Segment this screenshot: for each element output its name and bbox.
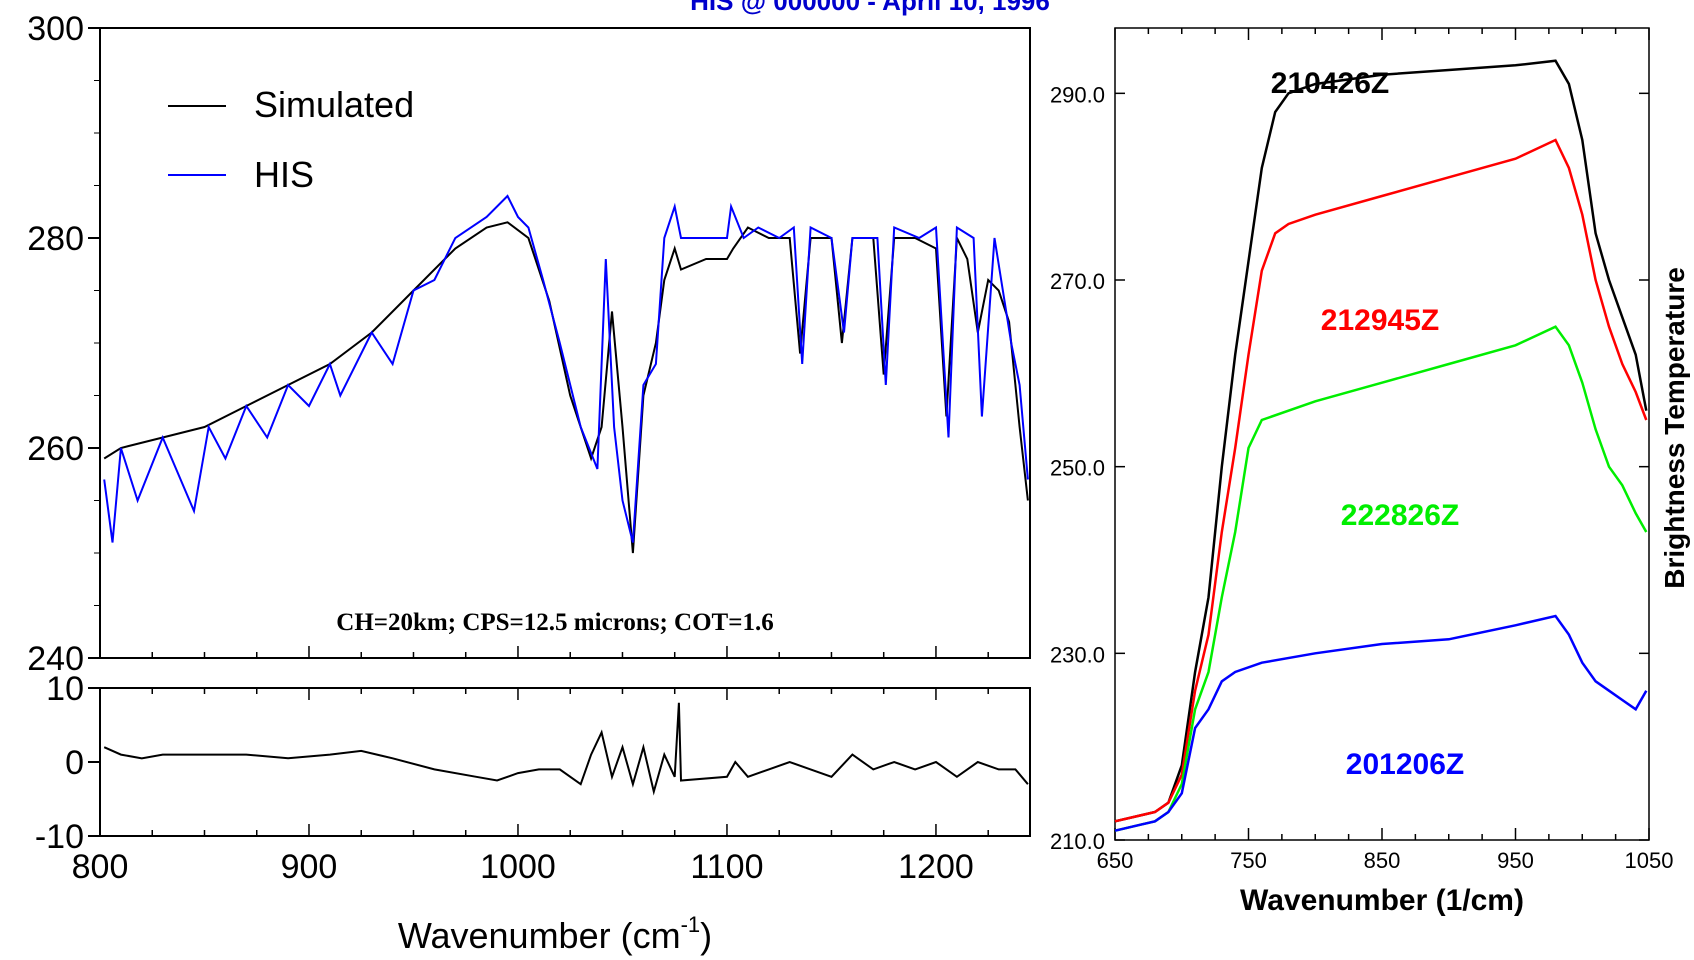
- series-line-simulated: [103, 221, 1029, 554]
- y-tick-label: 10: [46, 670, 84, 708]
- left-top-plot-frame: [99, 27, 1031, 659]
- x-tick-label: 900: [281, 848, 338, 886]
- right-y-axis-title: Brightness Temperature: [1659, 267, 1690, 589]
- series-line-210426z: [1114, 59, 1648, 823]
- x-tick-label: 1000: [480, 848, 556, 886]
- right-panel: 290.0 270.0 250.0 230.0 210.0 650 750 850 950 10…: [1050, 27, 1690, 917]
- annotation-cloud-params: CH=20km; CPS=12.5 microns; COT=1.6: [336, 609, 773, 636]
- right-series-labels: 210426Z 212945Z 222826Z 201206Z: [1271, 67, 1464, 781]
- left-bottom-panel: 10 0 -10 800 900 1000 1100 1200 Wavenumber (cm…: [35, 670, 1031, 956]
- left-top-panel: 300 280 260 240 Simulated HIS CH=20km; CPS=…: [27, 10, 1031, 678]
- left-bottom-series: [103, 702, 1029, 796]
- left-top-x-ticks: [99, 646, 989, 658]
- left-top-y-axis: 300 280 260 240: [27, 10, 100, 678]
- series-line-222826z: [1114, 325, 1648, 832]
- x-tick-label: 950: [1497, 848, 1534, 873]
- right-y-axis: 290.0 270.0 250.0 230.0 210.0: [1050, 82, 1649, 854]
- series-label: 201206Z: [1346, 748, 1464, 781]
- x-tick-label: 1100: [690, 848, 763, 886]
- left-x-axis-title: Wavenumber (cm-1): [398, 912, 712, 956]
- series-label: 210426Z: [1271, 67, 1389, 100]
- left-bottom-x-axis: 800 900 1000 1100 1200: [72, 688, 989, 886]
- left-bottom-plot-frame: [99, 687, 1031, 837]
- series-line-his: [103, 194, 1029, 543]
- y-tick-label: 280: [27, 220, 84, 258]
- x-tick-label: 1050: [1625, 848, 1674, 873]
- y-tick-label: 250.0: [1050, 456, 1105, 481]
- right-x-axis-title: Wavenumber (1/cm): [1240, 884, 1524, 917]
- series-label: 212945Z: [1321, 304, 1439, 337]
- y-tick-label: 210.0: [1050, 829, 1105, 854]
- x-tick-label: 650: [1097, 848, 1134, 873]
- residual-line: [103, 702, 1029, 796]
- x-tick-label: 800: [72, 848, 129, 886]
- y-tick-label: 0: [65, 744, 84, 782]
- right-x-axis: 650 750 850 950 1050: [1097, 28, 1674, 873]
- left-bottom-y-axis: 10 0 -10: [35, 670, 100, 856]
- x-tick-label: 1200: [898, 848, 974, 886]
- legend: Simulated HIS: [168, 84, 414, 195]
- y-tick-label: -10: [35, 818, 84, 856]
- y-tick-label: 300: [27, 10, 84, 48]
- legend-label-his: HIS: [254, 154, 314, 195]
- y-tick-label: 270.0: [1050, 269, 1105, 294]
- series-line-212945z: [1114, 138, 1648, 823]
- y-tick-label: 260: [27, 430, 84, 468]
- series-line-201206z: [1114, 614, 1648, 832]
- x-tick-label: 750: [1230, 848, 1267, 873]
- figure-title: HIS @ 000000 - April 10, 1996: [690, 0, 1050, 16]
- series-label: 222826Z: [1341, 499, 1459, 532]
- x-tick-label: 850: [1364, 848, 1401, 873]
- y-tick-label: 240: [27, 640, 84, 678]
- right-plot-frame: [1114, 27, 1650, 841]
- right-series: [1114, 59, 1648, 832]
- left-top-series: [103, 194, 1029, 554]
- y-tick-label: 290.0: [1050, 82, 1105, 107]
- y-tick-label: 230.0: [1050, 642, 1105, 667]
- legend-label-simulated: Simulated: [254, 84, 414, 125]
